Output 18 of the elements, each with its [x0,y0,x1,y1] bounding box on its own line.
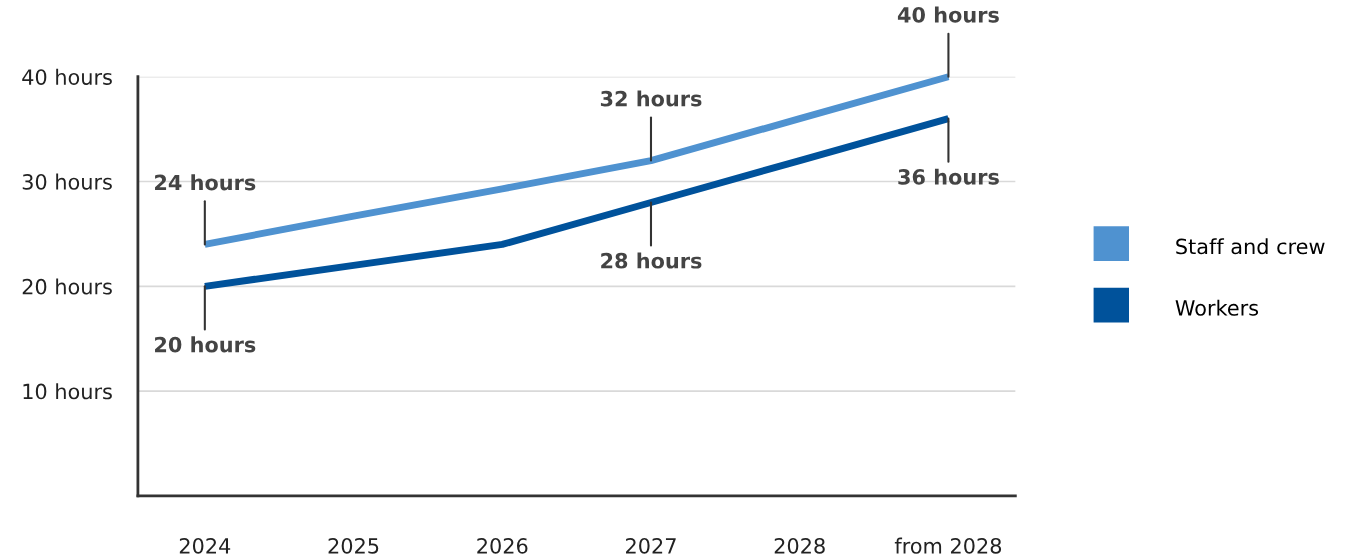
y-tick-label: 30 hours [22,173,112,190]
x-tick-label: 2025 [328,537,379,554]
annotation: 36 hours [898,168,999,185]
annotation: 24 hours [155,174,256,191]
y-tick-label: 20 hours [22,278,112,295]
annotation: 40 hours [897,6,999,23]
y-tick-label: 10 hours [23,383,112,400]
annotation: 28 hours [601,252,702,269]
x-tick-label: from 2028 [894,537,1002,554]
y-tick-label: 40 hours [22,68,112,85]
x-tick-label: 2027 [626,537,676,554]
x-tick-label: 2028 [774,537,825,554]
legend-label: Workers [1175,299,1259,316]
x-tick-label: 2024 [179,537,231,554]
x-tick-label: 2026 [477,537,528,554]
annotation: 32 hours [600,90,702,107]
legend-label: Staff and crew [1176,238,1325,255]
annotation: 20 hours [155,336,256,353]
